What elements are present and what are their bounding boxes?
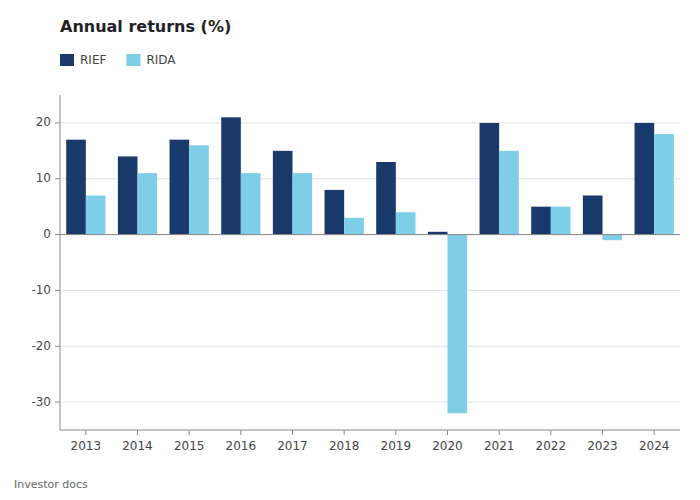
x-axis-line bbox=[60, 430, 680, 431]
bar bbox=[583, 196, 603, 235]
bar bbox=[654, 134, 674, 235]
x-tick bbox=[344, 430, 345, 435]
y-tick bbox=[55, 178, 60, 179]
bar bbox=[376, 162, 396, 235]
y-tick-label: -20 bbox=[31, 339, 51, 353]
legend-label: RIEF bbox=[80, 53, 106, 67]
legend: RIEF RIDA bbox=[60, 53, 176, 67]
bar bbox=[66, 140, 86, 235]
bar bbox=[325, 190, 345, 235]
bar bbox=[170, 140, 190, 235]
y-tick-label: 20 bbox=[36, 115, 51, 129]
x-tick bbox=[654, 430, 655, 435]
x-tick-label: 2022 bbox=[536, 439, 567, 453]
bar bbox=[448, 235, 468, 414]
x-tick bbox=[550, 430, 551, 435]
bar bbox=[551, 207, 571, 235]
x-tick bbox=[240, 430, 241, 435]
x-tick-label: 2020 bbox=[432, 439, 463, 453]
zero-line bbox=[60, 234, 680, 235]
bar bbox=[86, 196, 106, 235]
bar bbox=[138, 173, 158, 234]
y-axis-line bbox=[60, 95, 61, 430]
y-tick-label: 10 bbox=[36, 171, 51, 185]
bars bbox=[66, 117, 674, 413]
x-tick bbox=[85, 430, 86, 435]
bar bbox=[118, 156, 138, 234]
bar bbox=[396, 212, 416, 234]
bar bbox=[480, 123, 500, 235]
bar bbox=[531, 207, 551, 235]
bar bbox=[273, 151, 293, 235]
x-tick-label: 2017 bbox=[277, 439, 308, 453]
grid-line bbox=[60, 234, 680, 235]
y-tick-label: 0 bbox=[43, 227, 51, 241]
legend-swatch bbox=[60, 54, 74, 66]
chart: -30 -20 -10 0 10 20 2013 2014 2015 2016 2017 2018 20… bbox=[0, 0, 700, 500]
y-tick bbox=[55, 402, 60, 403]
legend-swatch bbox=[126, 54, 140, 66]
legend-item: RIEF bbox=[60, 53, 106, 67]
x-tick-label: 2015 bbox=[174, 439, 205, 453]
y-tick-label: -30 bbox=[31, 395, 51, 409]
bar bbox=[293, 173, 313, 234]
x-tick bbox=[499, 430, 500, 435]
x-tick-label: 2019 bbox=[381, 439, 412, 453]
grid-line bbox=[60, 402, 680, 403]
grid-line bbox=[60, 346, 680, 347]
annotation: Investor docs bbox=[14, 478, 88, 491]
x-tick bbox=[447, 430, 448, 435]
grid bbox=[60, 123, 680, 402]
bar bbox=[241, 173, 261, 234]
x-tick bbox=[292, 430, 293, 435]
grid-line bbox=[60, 290, 680, 291]
x-tick-label: 2013 bbox=[71, 439, 102, 453]
y-tick-label: -10 bbox=[31, 283, 51, 297]
x-tick bbox=[189, 430, 190, 435]
chart-container: -30 -20 -10 0 10 20 2013 2014 2015 2016 2017 2018 20… bbox=[0, 0, 700, 500]
x-tick-label: 2016 bbox=[226, 439, 257, 453]
x-tick bbox=[395, 430, 396, 435]
legend-label: RIDA bbox=[146, 53, 176, 67]
x-tick-label: 2024 bbox=[639, 439, 670, 453]
bar bbox=[499, 151, 519, 235]
x-tick-label: 2014 bbox=[122, 439, 153, 453]
grid-line bbox=[60, 122, 680, 123]
bar bbox=[635, 123, 655, 235]
y-tick bbox=[55, 122, 60, 123]
bar bbox=[603, 235, 623, 241]
y-tick bbox=[55, 346, 60, 347]
bar bbox=[344, 218, 364, 235]
x-tick-label: 2018 bbox=[329, 439, 360, 453]
legend-item: RIDA bbox=[126, 53, 176, 67]
title: Annual returns (%) bbox=[60, 17, 231, 36]
x-tick-label: 2021 bbox=[484, 439, 515, 453]
bar bbox=[189, 145, 209, 234]
x-tick-label: 2023 bbox=[587, 439, 618, 453]
x-tick bbox=[602, 430, 603, 435]
y-tick bbox=[55, 234, 60, 235]
y-tick bbox=[55, 290, 60, 291]
bar bbox=[221, 117, 241, 234]
x-tick bbox=[137, 430, 138, 435]
